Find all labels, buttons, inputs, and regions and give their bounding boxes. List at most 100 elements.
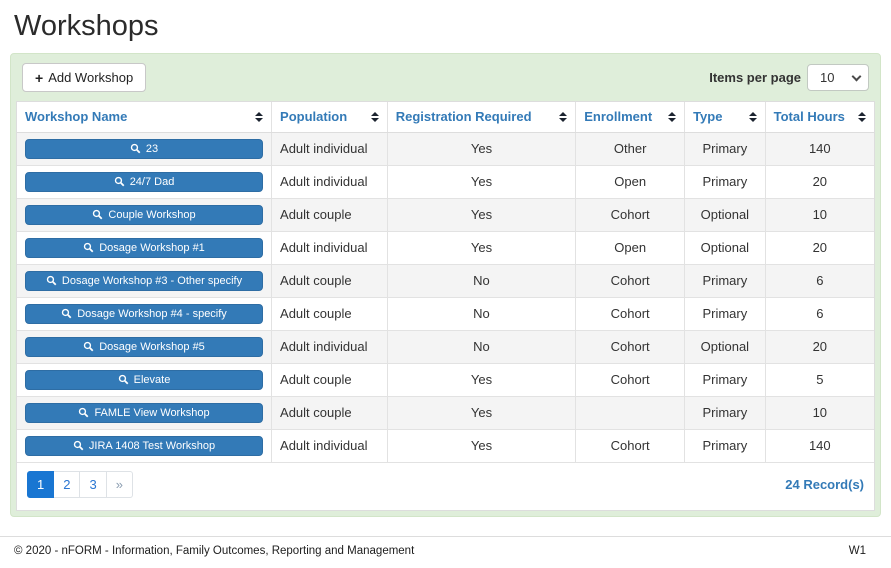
workshop-link-button[interactable]: Dosage Workshop #3 - Other specify	[25, 270, 264, 291]
enrollment-cell: Cohort	[575, 429, 686, 463]
column-label: Registration Required	[395, 109, 532, 125]
total-hours-cell: 10	[765, 396, 874, 430]
workshop-name-cell: Dosage Workshop #3 - Other specify	[17, 264, 273, 298]
enrollment-cell: Open	[575, 165, 686, 199]
total-hours-cell: 6	[765, 264, 874, 298]
registration-required-cell: Yes	[387, 429, 577, 463]
workshops-page: Workshops + Add Workshop Items per page …	[0, 10, 891, 557]
pagination-bar: 1 2 3 » 24 Record(s)	[17, 462, 874, 510]
workshop-link-button[interactable]: JIRA 1408 Test Workshop	[25, 435, 264, 456]
column-label: Type	[693, 109, 723, 125]
workshop-name-cell: Dosage Workshop #5	[17, 330, 273, 364]
population-cell: Adult individual	[271, 165, 388, 199]
workshop-link-button[interactable]: Dosage Workshop #4 - specify	[25, 303, 264, 324]
items-per-page-control: Items per page 10	[709, 64, 869, 91]
column-header-total-hours[interactable]: Total Hours	[765, 102, 874, 133]
workshop-name-cell: Couple Workshop	[17, 198, 273, 232]
column-header-registration-required[interactable]: Registration Required	[387, 102, 577, 133]
footer-environment-label: W1	[848, 544, 866, 557]
column-header-enrollment[interactable]: Enrollment	[575, 102, 686, 133]
column-header-type[interactable]: Type	[684, 102, 766, 133]
registration-required-cell: No	[387, 264, 577, 298]
sort-icon	[255, 112, 263, 122]
table-container: Workshop Name Population Registration Re…	[16, 101, 875, 511]
workshop-name-cell: Dosage Workshop #4 - specify	[17, 297, 273, 331]
registration-required-cell: Yes	[387, 132, 577, 166]
workshop-name-label: Elevate	[133, 373, 171, 386]
type-cell: Primary	[684, 429, 766, 463]
population-cell: Adult couple	[271, 198, 388, 232]
enrollment-cell: Other	[575, 132, 686, 166]
workshop-link-button[interactable]: Elevate	[25, 369, 264, 390]
enrollment-cell: Cohort	[575, 198, 686, 232]
workshop-name-cell: Dosage Workshop #1	[17, 231, 273, 265]
page-title: Workshops	[14, 10, 159, 42]
workshop-name-cell: Elevate	[17, 363, 273, 397]
registration-required-cell: No	[387, 297, 577, 331]
search-icon	[73, 440, 84, 451]
workshop-link-button[interactable]: 24/7 Dad	[25, 171, 264, 192]
toolbar: + Add Workshop Items per page 10	[16, 59, 875, 101]
total-hours-cell: 5	[765, 363, 874, 397]
footer: © 2020 - nFORM - Information, Family Out…	[0, 535, 891, 557]
enrollment-cell: Open	[575, 231, 686, 265]
enrollment-cell	[575, 396, 686, 430]
type-cell: Primary	[684, 396, 766, 430]
enrollment-cell: Cohort	[575, 297, 686, 331]
pagination-next-button[interactable]: »	[106, 470, 133, 498]
sort-icon	[371, 112, 379, 122]
type-cell: Primary	[684, 165, 766, 199]
workshop-name-cell: 24/7 Dad	[17, 165, 273, 199]
search-icon	[130, 143, 141, 154]
items-per-page-value: 10	[820, 70, 835, 85]
table-row: Dosage Workshop #4 - specify Adult coupl…	[17, 297, 874, 331]
plus-icon: +	[35, 69, 44, 86]
workshop-link-button[interactable]: Couple Workshop	[25, 204, 264, 225]
table-row: 24/7 Dad Adult individual Yes Open Prima…	[17, 165, 874, 199]
column-header-workshop-name[interactable]: Workshop Name	[17, 102, 273, 133]
table-body: 23 Adult individual Yes Other Primary 14…	[17, 132, 874, 463]
total-hours-cell: 6	[765, 297, 874, 331]
type-cell: Primary	[684, 363, 766, 397]
type-cell: Optional	[684, 198, 766, 232]
population-cell: Adult couple	[271, 264, 388, 298]
workshop-link-button[interactable]: 23	[25, 138, 264, 159]
workshop-name-label: Couple Workshop	[108, 208, 196, 221]
pagination-page-3[interactable]: 3	[80, 470, 107, 498]
pagination-page-1[interactable]: 1	[27, 470, 55, 498]
type-cell: Optional	[684, 231, 766, 265]
enrollment-cell: Cohort	[575, 330, 686, 364]
pagination: 1 2 3 »	[27, 470, 133, 498]
workshop-name-label: 23	[145, 142, 159, 155]
add-workshop-button[interactable]: + Add Workshop	[22, 63, 147, 92]
type-cell: Primary	[684, 297, 766, 331]
items-per-page-select[interactable]: 10	[807, 64, 869, 91]
enrollment-cell: Cohort	[575, 363, 686, 397]
workshop-name-cell: JIRA 1408 Test Workshop	[17, 429, 273, 463]
items-per-page-label: Items per page	[709, 70, 801, 85]
workshop-link-button[interactable]: Dosage Workshop #5	[25, 336, 264, 357]
workshop-link-button[interactable]: Dosage Workshop #1	[25, 237, 264, 258]
search-icon	[62, 308, 72, 319]
workshop-name-label: Dosage Workshop #4 - specify	[77, 307, 227, 320]
registration-required-cell: No	[387, 330, 577, 364]
registration-required-cell: Yes	[387, 231, 577, 265]
type-cell: Optional	[684, 330, 766, 364]
chevron-down-icon	[851, 71, 862, 81]
search-icon	[114, 176, 125, 187]
sort-icon	[858, 112, 866, 122]
population-cell: Adult couple	[271, 396, 388, 430]
registration-required-cell: Yes	[387, 363, 577, 397]
search-icon	[93, 209, 103, 220]
registration-required-cell: Yes	[387, 396, 577, 430]
total-hours-cell: 20	[765, 165, 874, 199]
records-count: 24 Record(s)	[785, 476, 864, 492]
pagination-page-2[interactable]: 2	[54, 470, 81, 498]
column-header-population[interactable]: Population	[271, 102, 388, 133]
type-cell: Primary	[684, 264, 766, 298]
table-row: JIRA 1408 Test Workshop Adult individual…	[17, 429, 874, 463]
table-row: Elevate Adult couple Yes Cohort Primary …	[17, 363, 874, 397]
workshop-name-label: Dosage Workshop #5	[99, 340, 205, 353]
column-label: Population	[280, 109, 348, 125]
workshop-link-button[interactable]: FAMLE View Workshop	[25, 402, 264, 423]
